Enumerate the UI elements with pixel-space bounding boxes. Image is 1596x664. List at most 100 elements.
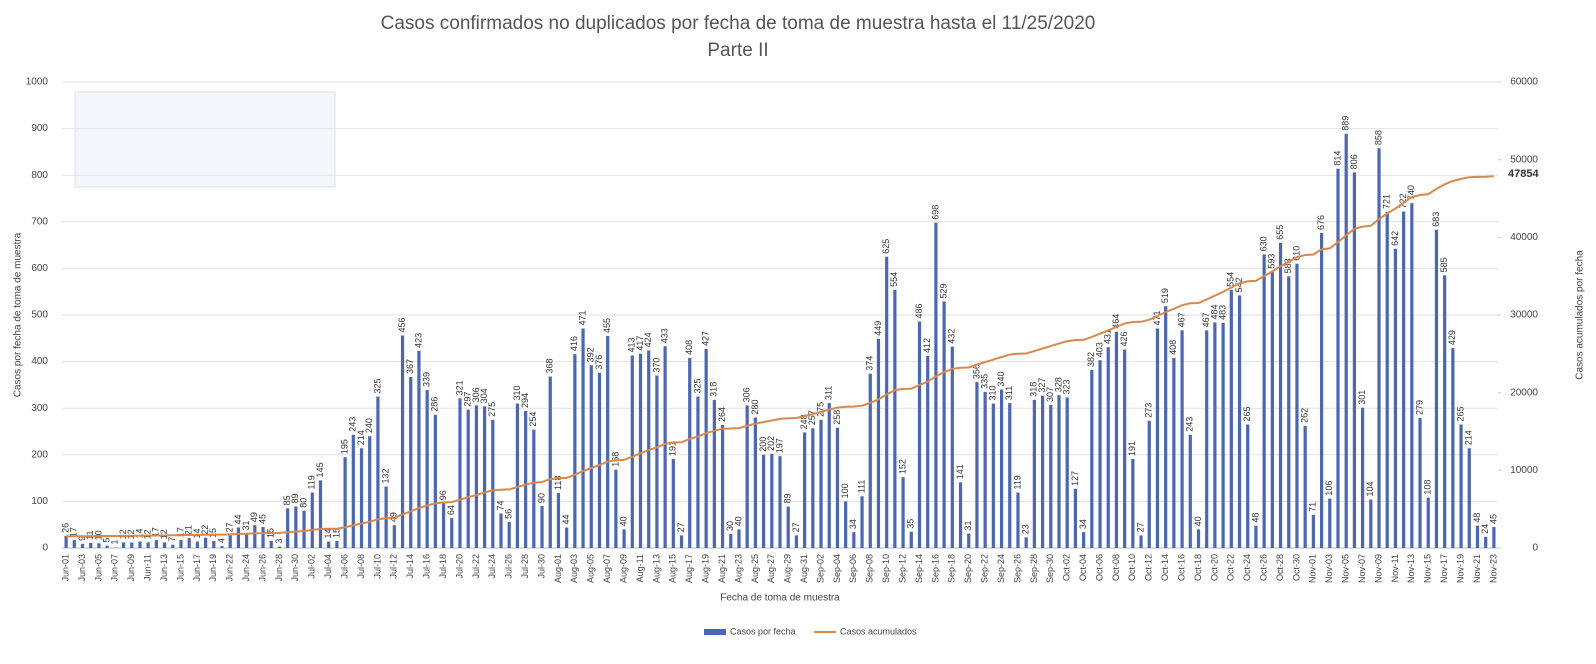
bar-value-label: 264 (717, 407, 727, 422)
y2-axis-label: Casos acumulados por fecha (1575, 250, 1586, 380)
bar-value-label: 258 (832, 410, 842, 425)
x-tick-label: Aug-25 (750, 554, 760, 583)
bar (121, 542, 126, 548)
end-value-label: 47854 (1508, 168, 1539, 180)
bar (729, 534, 733, 548)
bar-value-label: 12 (159, 529, 169, 539)
bar-value-label: 625 (881, 239, 891, 254)
x-tick-label: Oct-12 (1144, 554, 1154, 581)
bar (819, 419, 823, 548)
x-tick-label: Sep-28 (1029, 554, 1039, 583)
x-tick-label: Sep-02 (815, 554, 825, 583)
bar (294, 506, 298, 548)
bar-value-label: 327 (1037, 378, 1047, 393)
bar-value-label: 286 (430, 397, 440, 412)
bar (663, 346, 667, 548)
bar-value-label: 370 (651, 358, 661, 373)
bar-value-label: 34 (1078, 519, 1088, 529)
bar (532, 429, 536, 548)
x-tick-label: Oct-06 (1094, 554, 1104, 581)
bar-value-label: 464 (1111, 314, 1121, 329)
bar-value-label: 17 (151, 527, 161, 537)
bar (318, 480, 323, 548)
x-tick-label: Jun-05 (93, 554, 103, 582)
x-tick-label: Jun-13 (159, 554, 169, 582)
bar-value-label: 5 (102, 538, 112, 543)
bar-value-label: 21 (184, 525, 194, 535)
bar (507, 521, 511, 548)
bar-value-label: 12 (143, 529, 153, 539)
x-tick-label: Sep-08 (865, 554, 875, 583)
bar (253, 525, 257, 548)
bar (269, 541, 273, 548)
bar (958, 482, 963, 548)
x-tick-label: Aug-03 (569, 554, 579, 583)
bar (794, 535, 799, 548)
x-tick-label: Jun-19 (208, 554, 218, 582)
bar (1303, 425, 1307, 548)
bar (1402, 211, 1406, 548)
bar (548, 376, 552, 548)
x-tick-label: Oct-20 (1209, 554, 1219, 581)
bar-value-label: 119 (307, 475, 317, 489)
bar-value-label: 698 (930, 205, 940, 220)
bar (1319, 232, 1324, 548)
bar-value-label: 318 (709, 382, 719, 397)
bar (885, 256, 889, 548)
x-tick-label: Aug-11 (635, 554, 645, 582)
bar (1336, 168, 1340, 548)
bar (97, 543, 101, 548)
bar-value-label: 486 (914, 303, 924, 318)
bar (942, 301, 946, 548)
x-tick-label: Nov-09 (1373, 554, 1383, 583)
bar (1434, 229, 1439, 549)
y-tick-label: 100 (31, 496, 48, 507)
x-tick-label: Jul-14 (405, 554, 415, 579)
x-tick-label: Jul-08 (356, 554, 366, 579)
x-tick-label: Jul-30 (536, 554, 546, 579)
x-tick-label: Aug-27 (766, 554, 776, 583)
y-tick-label: 0 (42, 543, 48, 554)
bar-value-label: 22 (200, 525, 210, 535)
y-tick-label: 400 (31, 356, 48, 367)
bar-value-label: 30 (725, 521, 735, 531)
bar-value-label: 374 (865, 356, 875, 371)
x-tick-label: Jul-06 (339, 554, 349, 579)
bar (409, 376, 413, 548)
bar-value-label: 328 (1053, 377, 1063, 392)
bar-value-label: 610 (1291, 246, 1301, 261)
x-tick-label: Nov-11 (1390, 554, 1400, 582)
bar (679, 535, 684, 548)
bar (638, 353, 643, 548)
bar (1262, 254, 1266, 549)
x-tick-label: Oct-08 (1111, 554, 1121, 581)
bar-value-label: 152 (897, 459, 907, 474)
chart-title: Casos confirmados no duplicados por fech… (381, 13, 1096, 34)
bar (162, 542, 167, 548)
bar-value-label: 248 (799, 414, 809, 429)
bar (1032, 399, 1036, 548)
bar-value-label: 449 (873, 321, 883, 336)
bar (376, 396, 380, 548)
bar-value-label: 89 (783, 494, 793, 504)
bar-value-label: 240 (364, 418, 374, 433)
x-tick-label: Jun-03 (77, 554, 87, 582)
bar (1213, 322, 1217, 548)
bar-value-label: 416 (569, 336, 579, 351)
bar (983, 391, 987, 548)
bar (195, 541, 199, 548)
bar (302, 510, 306, 548)
y-tick-label: 600 (31, 263, 48, 274)
bar (835, 427, 840, 548)
bar (1065, 397, 1069, 548)
bar-value-label: 423 (413, 333, 423, 348)
bar-value-label: 27 (1135, 522, 1145, 532)
bar-value-label: 265 (1455, 406, 1465, 421)
bar (778, 456, 782, 548)
bar (991, 403, 995, 548)
bar (893, 289, 897, 548)
x-tick-label: Sep-26 (1012, 554, 1022, 583)
bar (1131, 458, 1135, 548)
bar (1451, 348, 1455, 548)
bar-value-label: 23 (1021, 524, 1031, 534)
